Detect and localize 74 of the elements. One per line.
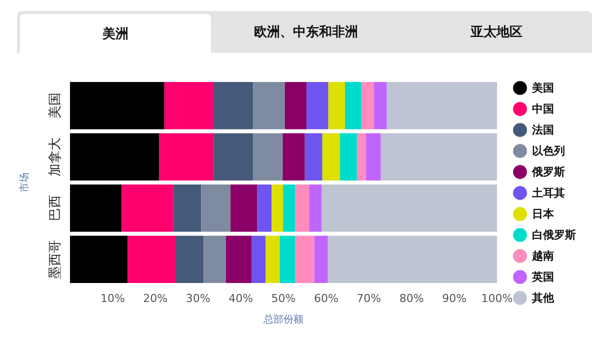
legend-label: 越南 bbox=[531, 250, 554, 262]
bar bbox=[175, 236, 204, 283]
bar bbox=[309, 184, 322, 232]
bar bbox=[226, 236, 252, 283]
x-tick-label: 50% bbox=[271, 292, 296, 305]
bar bbox=[328, 82, 345, 130]
bar bbox=[328, 236, 497, 283]
bar bbox=[253, 133, 283, 180]
x-tick-label: 60% bbox=[314, 292, 338, 305]
bar bbox=[295, 236, 314, 283]
bar bbox=[251, 236, 266, 283]
y-tick-label: 巴西 bbox=[48, 195, 63, 222]
bar bbox=[380, 133, 497, 180]
bar bbox=[266, 236, 280, 283]
bar bbox=[314, 236, 328, 283]
bar bbox=[344, 82, 362, 130]
x-tick-label: 100% bbox=[481, 292, 513, 305]
y-axis-title: 市场 bbox=[18, 172, 30, 192]
legend-label: 白俄罗斯 bbox=[532, 228, 576, 242]
bar bbox=[284, 82, 307, 130]
bar bbox=[280, 236, 296, 283]
y-tick-label: 墨西哥 bbox=[48, 240, 63, 279]
bar bbox=[322, 133, 340, 180]
x-tick-label: 10% bbox=[100, 292, 125, 305]
bar bbox=[283, 184, 296, 232]
bar bbox=[356, 133, 366, 180]
legend-label: 法国 bbox=[531, 124, 554, 136]
y-tick-label: 美国 bbox=[47, 92, 63, 119]
y-tick-label: 加拿大 bbox=[48, 137, 63, 176]
x-tick-label: 90% bbox=[442, 292, 467, 305]
x-tick-label: 70% bbox=[356, 292, 382, 305]
text: 亚太地区 bbox=[470, 24, 524, 42]
bar bbox=[204, 236, 226, 283]
bar bbox=[70, 133, 160, 180]
x-axis-title: 总部份额 bbox=[262, 314, 304, 326]
bar bbox=[70, 184, 122, 232]
legend-label: 其他 bbox=[531, 292, 555, 304]
bar bbox=[201, 184, 231, 232]
legend-label: 以色列 bbox=[532, 144, 565, 158]
bar bbox=[306, 82, 328, 130]
text: 美洲 bbox=[20, 14, 211, 53]
legend-label: 土耳其 bbox=[531, 186, 565, 200]
bar bbox=[70, 236, 128, 283]
bar bbox=[374, 82, 387, 130]
bar bbox=[257, 184, 272, 232]
bar bbox=[164, 82, 214, 130]
x-tick-label: 80% bbox=[399, 292, 424, 305]
bar bbox=[230, 184, 258, 232]
x-tick-label: 20% bbox=[143, 292, 168, 305]
bar bbox=[340, 133, 357, 180]
bar bbox=[253, 82, 285, 130]
bar bbox=[304, 133, 322, 180]
x-tick-label: 30% bbox=[186, 292, 210, 305]
bar bbox=[70, 82, 164, 130]
bar bbox=[128, 236, 176, 283]
bar bbox=[272, 184, 284, 232]
bar bbox=[173, 184, 202, 232]
bar bbox=[214, 133, 254, 180]
bar bbox=[386, 82, 497, 130]
bar bbox=[122, 184, 174, 232]
legend-label: 俄罗斯 bbox=[531, 166, 565, 178]
bar bbox=[362, 82, 374, 130]
bar bbox=[213, 82, 254, 130]
x-tick-label: 40% bbox=[228, 292, 254, 305]
bar bbox=[295, 184, 310, 232]
legend-label: 英国 bbox=[531, 270, 554, 284]
legend-label: 日本 bbox=[532, 208, 555, 220]
legend-label: 中国 bbox=[532, 102, 554, 116]
text: 欧洲、中东和非洲 bbox=[253, 24, 359, 42]
bar bbox=[282, 133, 305, 180]
bar bbox=[159, 133, 214, 180]
bar bbox=[322, 184, 497, 232]
bar bbox=[366, 133, 381, 180]
legend-label: 美国 bbox=[531, 82, 554, 94]
